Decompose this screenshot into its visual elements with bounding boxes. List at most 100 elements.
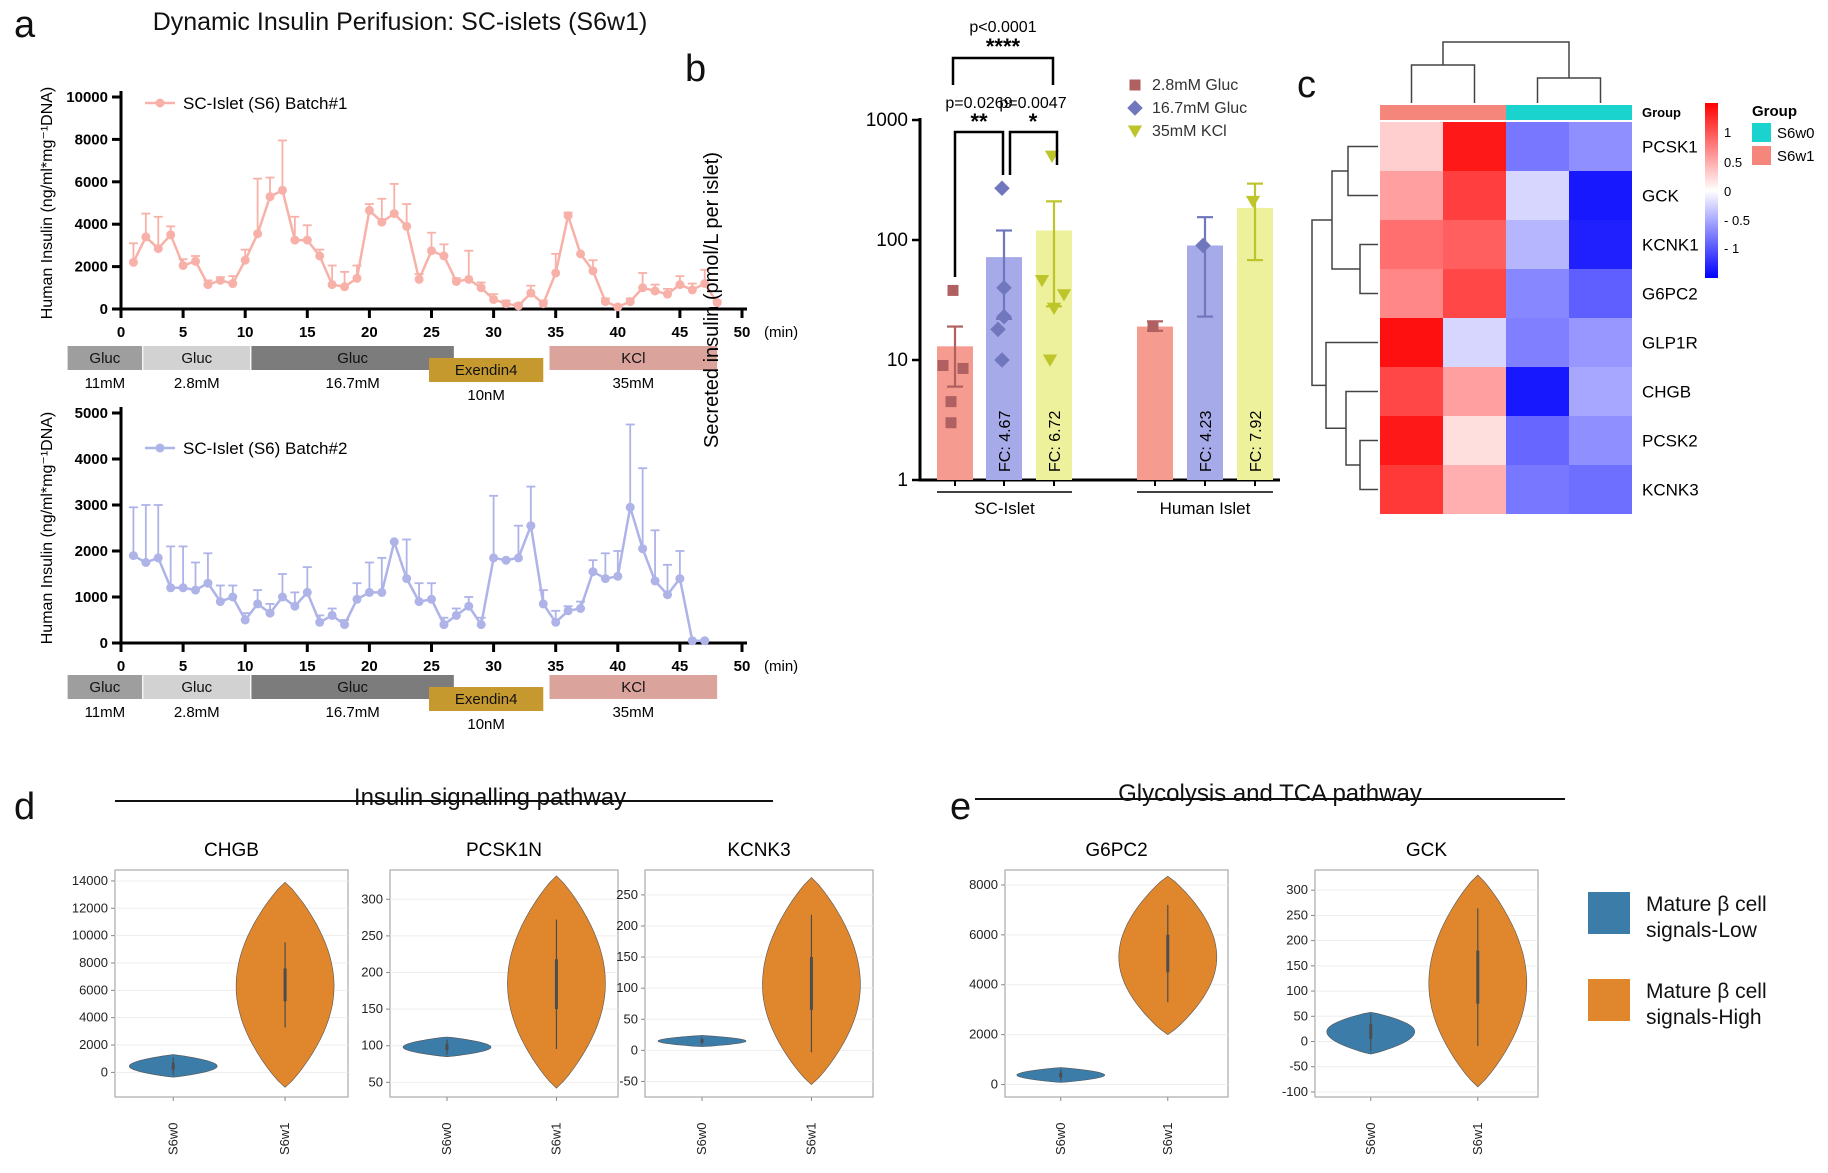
data-point	[501, 299, 511, 309]
x-category-label: S6w0	[1363, 1122, 1378, 1155]
heatmap-cell	[1443, 122, 1506, 171]
x-tick-label: 15	[299, 324, 316, 341]
glycolysis-tca-violins: 0 2000 4000 6000 8000 G6PC2 S6w0 S6w1 -100 -50 0 50…	[969, 840, 1539, 1155]
x-category-label: S6w0	[439, 1122, 454, 1155]
data-point	[526, 288, 536, 298]
x-category-label: S6w1	[1470, 1122, 1485, 1155]
panel-d-title: Insulin signalling pathway	[353, 784, 627, 811]
data-point	[513, 301, 523, 311]
x-tick-label: 25	[423, 324, 440, 341]
data-point	[414, 274, 424, 284]
y-tick-label: 250	[616, 887, 638, 902]
heatmap-cell	[1569, 416, 1632, 465]
gene-row-label: KCNK1	[1642, 236, 1699, 255]
treatment-bar	[429, 358, 544, 382]
significance-stars: ****	[986, 34, 1021, 59]
diamond-marker	[1195, 237, 1211, 254]
gene-title: PCSK1N	[466, 840, 542, 861]
data-point	[302, 235, 312, 245]
triangle-down-marker	[1056, 289, 1072, 302]
treatment-label: Gluc	[337, 350, 368, 367]
x-tick-label: 20	[361, 658, 378, 675]
maturity-legend: Mature β cell signals-Low Mature β cell s…	[1588, 892, 1816, 1031]
gene-row-label: CHGB	[1642, 383, 1691, 402]
y-tick-label: 200	[616, 918, 638, 933]
column-dendrogram	[1410, 64, 1476, 103]
x-category-label: S6w1	[1160, 1122, 1175, 1155]
x-axis-unit: (min)	[764, 324, 798, 341]
data-point	[203, 578, 213, 588]
y-tick-label: 1	[897, 470, 908, 491]
data-point	[687, 636, 697, 646]
square-marker	[937, 359, 949, 371]
y-tick-label: 50	[624, 1011, 638, 1026]
data-point	[228, 592, 238, 602]
data-point	[538, 299, 548, 309]
y-tick-label: -100	[1282, 1084, 1308, 1099]
y-tick-label: -50	[1289, 1059, 1308, 1074]
y-tick-label: 4000	[75, 451, 108, 468]
x-tick-label: 10	[237, 324, 254, 341]
heatmap-cell	[1506, 465, 1569, 514]
data-line	[132, 188, 719, 309]
data-point	[191, 585, 201, 595]
perifusion-batch2-chart: 0 1000 2000 3000 4000 5000 0 5 10 15 20 25 30 35 40 45 5…	[39, 405, 798, 733]
data-point	[650, 576, 660, 586]
heatmap-cell	[1569, 171, 1632, 220]
row-dendrogram	[1347, 145, 1378, 197]
data-point	[638, 544, 648, 554]
data-point	[364, 587, 374, 597]
data-point	[650, 286, 660, 296]
fold-change-label: FC: 4.67	[997, 411, 1014, 472]
y-tick-label: 50	[1294, 1008, 1308, 1023]
data-point	[588, 567, 598, 577]
triangle-down-marker	[1127, 125, 1143, 138]
data-point	[215, 275, 225, 285]
x-tick-label: 0	[117, 658, 125, 675]
data-point	[178, 261, 188, 271]
data-point	[613, 571, 623, 581]
group-label: SC-Islet	[974, 499, 1035, 518]
heatmap-cell	[1506, 318, 1569, 367]
panel-e-title: Glycolysis and TCA pathway	[1118, 780, 1422, 807]
y-tick-label: 4000	[75, 216, 108, 233]
heatmap-cell	[1380, 171, 1443, 220]
series-legend-label: SC-Islet (S6) Batch#1	[183, 94, 347, 113]
heatmap-cell	[1443, 171, 1506, 220]
treatment-bar	[67, 675, 143, 699]
x-category-label: S6w0	[694, 1122, 709, 1155]
gene-title: CHGB	[204, 840, 259, 861]
legend-marker	[155, 98, 165, 108]
y-tick-label: 250	[1286, 907, 1308, 922]
triangle-down-marker	[1034, 274, 1050, 288]
treatment-label: Gluc	[181, 679, 212, 696]
data-point	[600, 574, 610, 584]
y-tick-label: 10	[887, 350, 908, 371]
data-point	[178, 583, 188, 593]
heatmap-cell	[1569, 269, 1632, 318]
maturity-legend-item: Mature β cell signals-High	[1588, 978, 1816, 1032]
heatmap-cell	[1569, 465, 1632, 514]
data-point	[153, 244, 163, 254]
x-category-label: S6w0	[165, 1122, 180, 1155]
data-point	[464, 274, 474, 284]
heatmap-cell	[1569, 122, 1632, 171]
diamond-marker	[994, 180, 1010, 197]
gene-row-label: GLP1R	[1642, 334, 1698, 353]
data-point	[315, 251, 325, 261]
y-tick-label: 1000	[866, 110, 908, 131]
panel-e-title-rule	[975, 798, 1565, 800]
x-category-label: S6w0	[1053, 1122, 1068, 1155]
treatment-conc-label: 10nM	[467, 716, 505, 733]
x-category-label: S6w1	[277, 1122, 292, 1155]
data-point	[277, 185, 287, 195]
y-tick-label: 3000	[75, 497, 108, 514]
panel-a-letter: a	[14, 4, 36, 46]
treatment-label: KCl	[621, 679, 645, 696]
data-point	[576, 249, 586, 259]
treatment-label: Gluc	[181, 350, 212, 367]
bar	[1137, 326, 1173, 480]
gene-row-label: G6PC2	[1642, 285, 1698, 304]
heatmap-cell	[1506, 220, 1569, 269]
square-marker	[1129, 79, 1141, 91]
